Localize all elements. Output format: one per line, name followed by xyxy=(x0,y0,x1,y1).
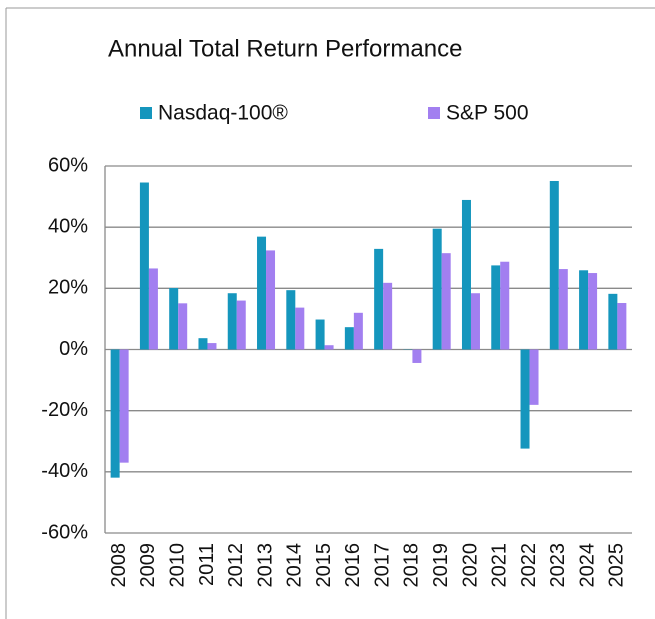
y-tick-label: 0% xyxy=(59,338,88,360)
bar xyxy=(169,288,179,350)
y-tick-label: 20% xyxy=(48,277,88,299)
bar xyxy=(148,268,158,350)
bar xyxy=(295,307,305,350)
x-tick-label: 2019 xyxy=(430,543,452,588)
bar xyxy=(549,180,559,350)
x-tick-label: 2023 xyxy=(547,543,569,588)
bar xyxy=(441,253,451,350)
bar xyxy=(529,349,539,405)
y-tick-label: -40% xyxy=(41,460,88,482)
bar xyxy=(608,293,618,350)
bar xyxy=(139,182,149,350)
legend-swatch xyxy=(140,107,152,119)
legend-swatch xyxy=(428,107,440,119)
x-tick-label: 2021 xyxy=(489,543,511,588)
bar xyxy=(353,312,363,350)
bar xyxy=(374,248,384,350)
bar xyxy=(119,349,129,463)
bar xyxy=(178,303,188,350)
bar xyxy=(286,290,296,350)
x-tick-label: 2015 xyxy=(313,543,335,588)
bar xyxy=(383,282,393,350)
bar xyxy=(227,293,237,350)
x-tick-label: 2011 xyxy=(196,543,218,586)
x-tick-label: 2014 xyxy=(284,543,306,588)
bar xyxy=(432,228,442,350)
legend-label: Nasdaq-100® xyxy=(158,102,288,125)
bar xyxy=(198,338,208,350)
y-tick-label: 60% xyxy=(48,154,88,176)
bar xyxy=(520,349,530,449)
x-tick-label: 2024 xyxy=(576,543,598,588)
x-tick-label: 2018 xyxy=(401,543,423,588)
bar xyxy=(324,345,334,350)
bar xyxy=(491,265,501,350)
bar xyxy=(110,349,120,478)
bar xyxy=(257,236,267,350)
x-tick-label: 2012 xyxy=(225,543,247,588)
bar xyxy=(558,269,568,350)
legend-label: S&P 500 xyxy=(446,102,529,125)
bar xyxy=(236,300,246,350)
bar xyxy=(617,303,627,350)
x-tick-label: 2022 xyxy=(518,543,540,588)
bar xyxy=(470,293,480,350)
bar xyxy=(461,199,471,350)
x-tick-label: 2013 xyxy=(254,543,276,588)
x-tick-label: 2017 xyxy=(371,543,393,588)
bar xyxy=(344,327,354,350)
y-tick-label: -60% xyxy=(41,521,88,543)
x-tick-label: 2016 xyxy=(342,543,364,588)
chart-title: Annual Total Return Performance xyxy=(108,35,462,62)
x-tick-label: 2010 xyxy=(166,543,188,588)
y-tick-label: 40% xyxy=(48,215,88,237)
y-tick-label: -20% xyxy=(41,399,88,421)
bar xyxy=(266,250,276,350)
bar xyxy=(500,261,510,350)
x-tick-label: 2020 xyxy=(459,543,481,588)
x-tick-label: 2008 xyxy=(108,543,130,588)
bar xyxy=(579,270,589,350)
bar xyxy=(315,319,325,350)
bar xyxy=(207,343,217,350)
x-tick-label: 2025 xyxy=(606,543,628,588)
bar xyxy=(588,273,598,350)
bar xyxy=(412,349,422,363)
x-tick-label: 2009 xyxy=(137,543,159,588)
